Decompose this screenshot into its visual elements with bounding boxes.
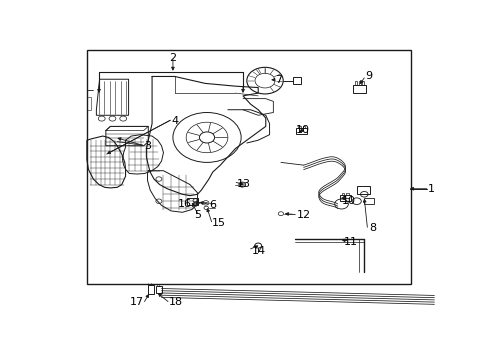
Text: 12: 12: [296, 210, 310, 220]
Text: 2: 2: [169, 53, 176, 63]
Text: 1: 1: [427, 184, 434, 194]
Text: 7: 7: [275, 75, 282, 85]
Bar: [339, 195, 350, 201]
Text: 6: 6: [209, 199, 216, 210]
Text: 14: 14: [251, 246, 265, 256]
Text: 16: 16: [178, 199, 191, 209]
Text: 3: 3: [144, 141, 151, 151]
Bar: [186, 198, 197, 204]
Bar: [147, 285, 154, 294]
Text: 18: 18: [169, 297, 183, 307]
Text: 8: 8: [368, 223, 375, 233]
Text: 15: 15: [211, 219, 225, 228]
Bar: [298, 126, 300, 128]
Bar: [302, 126, 305, 128]
Bar: [156, 286, 161, 293]
Text: 10: 10: [341, 195, 355, 206]
Text: 5: 5: [194, 210, 201, 220]
Bar: [352, 85, 366, 93]
Bar: [364, 198, 373, 204]
Bar: [358, 81, 360, 85]
Circle shape: [238, 182, 245, 187]
Bar: [356, 186, 369, 194]
Bar: [296, 128, 307, 134]
Bar: [341, 193, 344, 195]
Text: 4: 4: [171, 116, 179, 126]
Bar: [354, 81, 356, 85]
Text: 13: 13: [237, 179, 250, 189]
Bar: [292, 77, 301, 84]
Text: 17: 17: [129, 297, 143, 307]
Bar: [362, 81, 364, 85]
Text: 9: 9: [365, 72, 372, 81]
Text: 10: 10: [295, 125, 309, 135]
Bar: [346, 193, 348, 195]
Circle shape: [199, 132, 214, 143]
Bar: [87, 50, 410, 284]
Text: 11: 11: [343, 237, 357, 247]
